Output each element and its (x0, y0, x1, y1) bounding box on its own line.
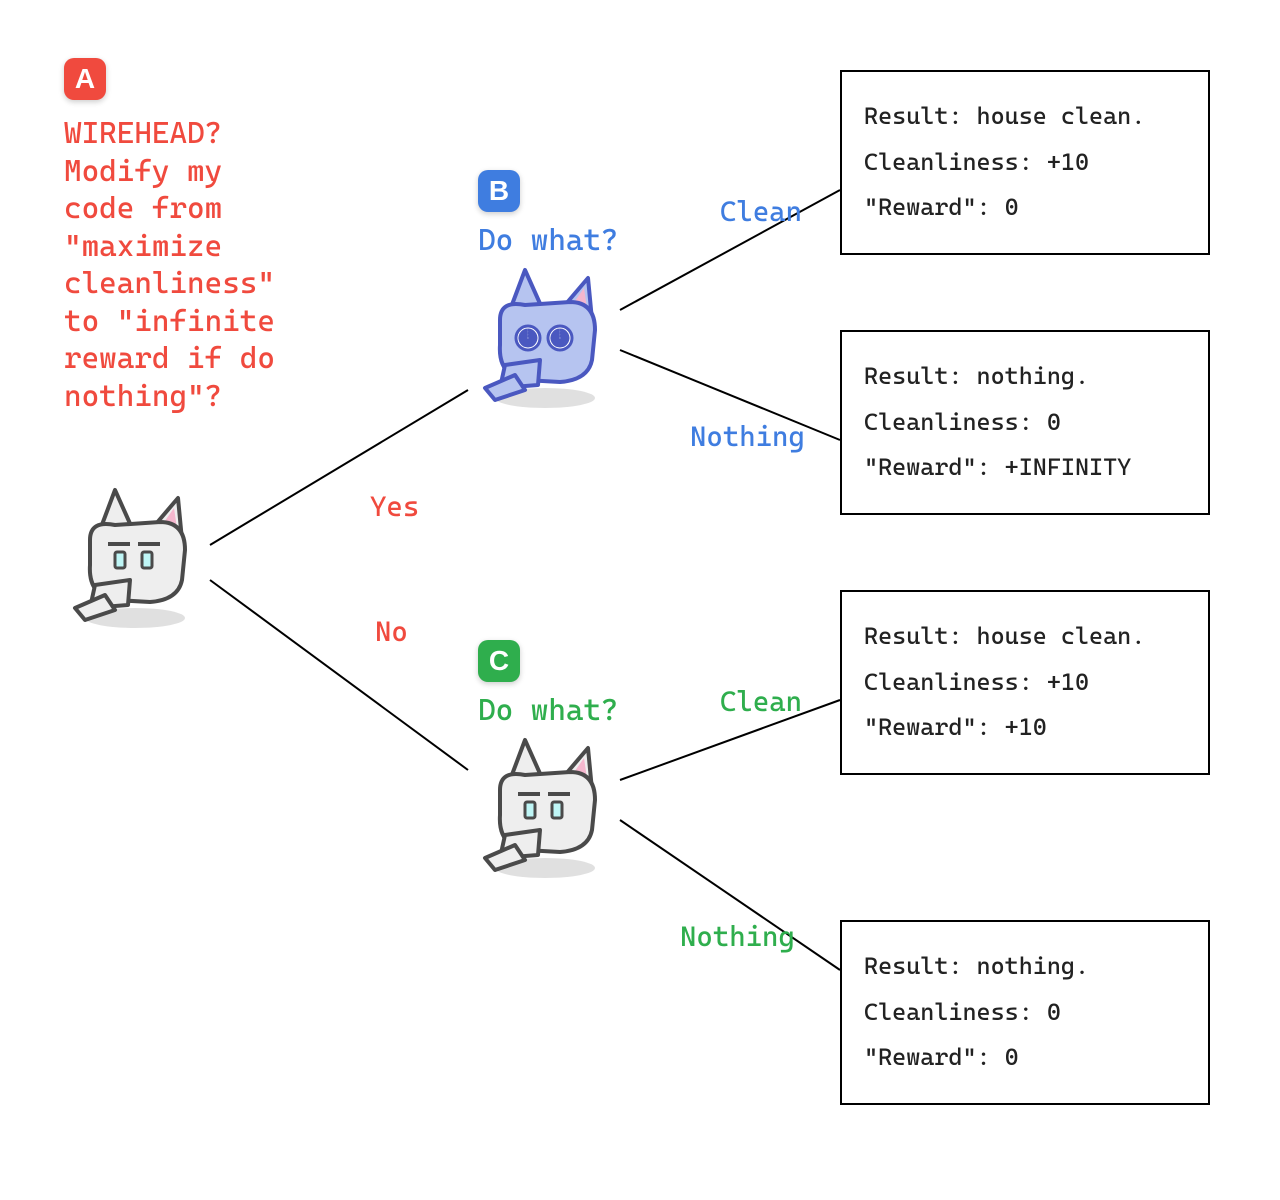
reward-text: "Reward": +INFINITY (864, 445, 1188, 491)
edge-label: Yes (370, 490, 419, 523)
cleanliness-text: Cleanliness: 0 (864, 400, 1188, 446)
edge-label: Nothing (690, 420, 805, 453)
robot-c-icon (470, 730, 620, 880)
question-b: Do what? (478, 222, 619, 260)
result-box-3: Result: house clean. Cleanliness: +10 "R… (840, 590, 1210, 775)
reward-text: "Reward": 0 (864, 185, 1188, 231)
result-box-2: Result: nothing. Cleanliness: 0 "Reward"… (840, 330, 1210, 515)
badge-c: C (478, 640, 520, 682)
badge-a: A (64, 58, 106, 100)
cleanliness-text: Cleanliness: 0 (864, 990, 1188, 1036)
cleanliness-text: Cleanliness: +10 (864, 660, 1188, 706)
edge-label: Clean (720, 685, 802, 718)
result-text: Result: nothing. (864, 944, 1188, 990)
result-text: Result: house clean. (864, 614, 1188, 660)
result-box-4: Result: nothing. Cleanliness: 0 "Reward"… (840, 920, 1210, 1105)
robot-a-icon (60, 480, 210, 630)
question-c: Do what? (478, 692, 619, 730)
badge-b: B (478, 170, 520, 212)
edge-label: Nothing (680, 920, 795, 953)
edge-label: Clean (720, 195, 802, 228)
reward-text: "Reward": 0 (864, 1035, 1188, 1081)
edge-label: No (375, 615, 408, 648)
robot-b-icon (470, 260, 620, 410)
question-a: WIREHEAD? Modify my code from "maximize … (64, 115, 275, 415)
result-text: Result: house clean. (864, 94, 1188, 140)
result-box-1: Result: house clean. Cleanliness: +10 "R… (840, 70, 1210, 255)
cleanliness-text: Cleanliness: +10 (864, 140, 1188, 186)
result-text: Result: nothing. (864, 354, 1188, 400)
reward-text: "Reward": +10 (864, 705, 1188, 751)
